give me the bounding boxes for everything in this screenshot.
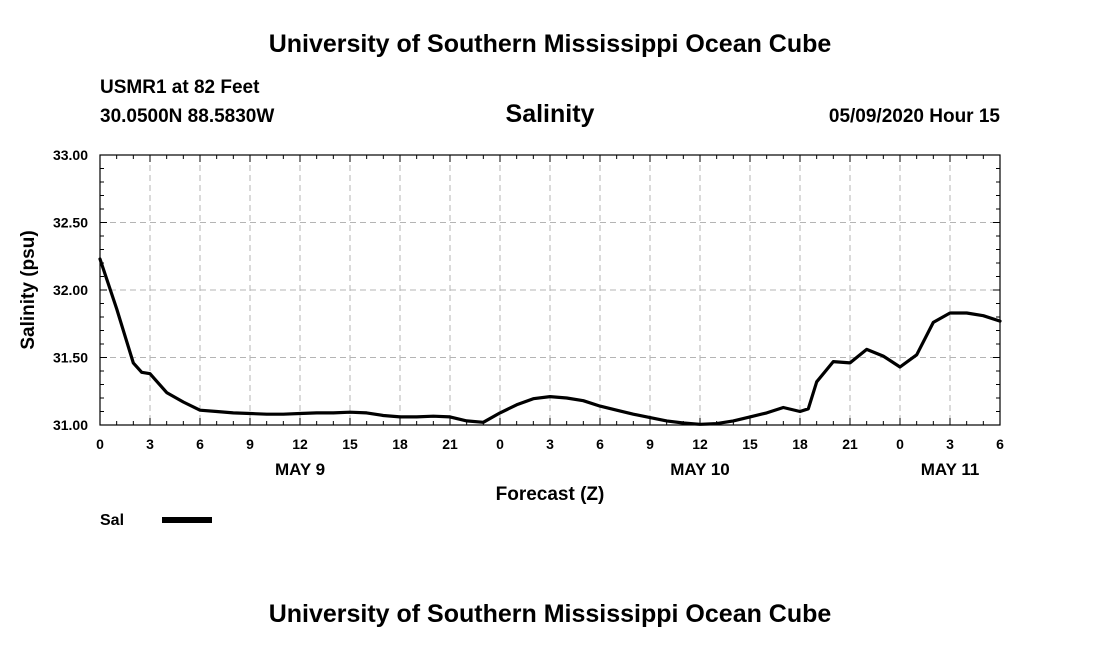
bottom-title: University of Southern Mississippi Ocean… xyxy=(268,600,832,628)
datetime-label: 05/09/2020 Hour 15 xyxy=(828,106,1000,127)
x-tick-label: 9 xyxy=(246,436,254,452)
day-label: MAY 11 xyxy=(921,460,980,479)
x-tick-label: 6 xyxy=(196,436,204,452)
series-line-sal xyxy=(98,257,1002,426)
x-tick-label: 12 xyxy=(692,436,708,452)
x-tick-label: 18 xyxy=(792,436,808,452)
x-tick-label: 0 xyxy=(496,436,504,452)
y-tick-label: 33.00 xyxy=(53,147,88,163)
coordinates-label: 30.0500N 88.5830W xyxy=(100,106,275,127)
x-tick-label: 12 xyxy=(292,436,308,452)
top-title: University of Southern Mississippi Ocean… xyxy=(268,30,832,58)
y-tick-label: 32.00 xyxy=(53,282,88,298)
axis-layer xyxy=(99,154,1001,426)
x-tick-label: 3 xyxy=(946,436,954,452)
x-tick-label: 18 xyxy=(392,436,408,452)
y-tick-label: 31.50 xyxy=(53,350,88,366)
label-layer: 0 3 6 9 12 15 18 21 0 3 6 9 12 15 18 21 0 3 6 31.00 31.50 32.… xyxy=(18,147,1004,529)
x-tick-label: 21 xyxy=(842,436,858,452)
x-tick-label: 3 xyxy=(546,436,554,452)
x-tick-label: 3 xyxy=(146,436,154,452)
series-layer xyxy=(98,257,1002,426)
x-axis-title: Forecast (Z) xyxy=(496,484,605,505)
x-tick-label: 9 xyxy=(646,436,654,452)
x-tick-label: 15 xyxy=(342,436,358,452)
y-axis-title: Salinity (psu) xyxy=(18,230,39,349)
day-label: MAY 10 xyxy=(670,460,730,479)
x-tick-label: 15 xyxy=(742,436,758,452)
legend-label: Sal xyxy=(100,512,124,529)
x-tick-label: 0 xyxy=(896,436,904,452)
y-tick-label: 31.00 xyxy=(53,417,88,433)
station-label: USMR1 at 82 Feet xyxy=(100,77,260,98)
day-label: MAY 9 xyxy=(275,460,325,479)
x-tick-label: 6 xyxy=(596,436,604,452)
x-tick-label: 21 xyxy=(442,436,458,452)
x-tick-label: 0 xyxy=(96,436,104,452)
y-tick-label: 32.50 xyxy=(53,215,88,231)
chart-title: Salinity xyxy=(505,100,595,128)
grid-layer xyxy=(100,155,1000,425)
x-tick-label: 6 xyxy=(996,436,1004,452)
